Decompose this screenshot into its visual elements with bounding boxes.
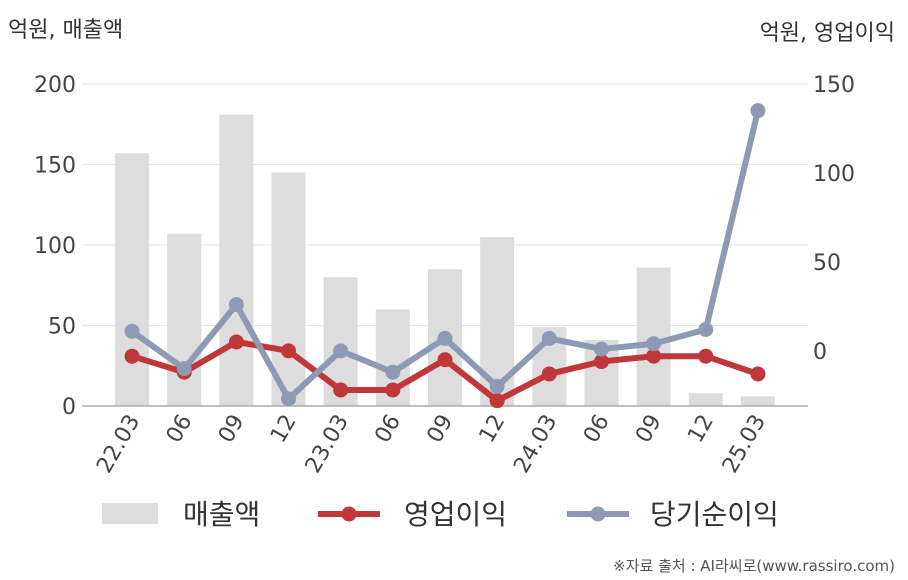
series-point: [437, 330, 453, 346]
right-tick-label: 0: [813, 340, 827, 365]
x-tick-label: 09: [214, 411, 250, 448]
x-tick-label: 06: [162, 411, 198, 448]
series-point: [646, 336, 662, 352]
series-point: [176, 361, 192, 377]
series-point: [593, 354, 609, 370]
source-note: ※자료 출처 : AI라씨로(www.rassiro.com): [613, 557, 895, 575]
series-point: [385, 364, 401, 380]
x-tick-label: 09: [631, 411, 667, 448]
series-point: [593, 341, 609, 357]
series-point: [228, 297, 244, 313]
legend: 매출액 영업이익 당기순이익: [102, 498, 779, 531]
legend-swatch-marker: [590, 506, 606, 522]
series-point: [489, 378, 505, 394]
x-tick-label: 22.03: [92, 411, 145, 478]
series-point: [333, 382, 349, 398]
series-point: [750, 103, 766, 119]
x-axis-ticks: 22.03 06 09 12 23.03 06 09 12 24.03 06 09 12 25.03: [92, 410, 771, 477]
x-tick-label: 06: [370, 411, 406, 448]
x-tick-label: 12: [266, 411, 302, 448]
left-tick-label: 200: [34, 73, 76, 98]
legend-swatch-marker: [341, 506, 357, 522]
left-tick-label: 50: [48, 315, 76, 340]
left-axis-ticks: 0 50 100 150 200: [34, 73, 76, 420]
x-tick-label: 12: [683, 411, 719, 448]
x-tick-label: 24.03: [509, 411, 562, 478]
left-tick-label: 100: [34, 234, 76, 259]
revenue-bar: [115, 153, 150, 406]
series-point: [437, 352, 453, 368]
x-tick-label: 09: [423, 411, 459, 448]
revenue-bar: [219, 114, 254, 406]
profit-lines: [124, 103, 766, 409]
series-point: [281, 343, 297, 359]
x-tick-label: 23.03: [301, 411, 354, 478]
right-tick-label: 150: [813, 73, 855, 98]
right-axis-ticks: 0 50 100 150: [813, 73, 855, 365]
legend-label: 당기순이익: [650, 498, 779, 531]
revenue-bar: [688, 393, 723, 406]
series-point: [281, 391, 297, 407]
series-point: [698, 322, 714, 338]
left-tick-label: 0: [62, 395, 76, 420]
series-point: [750, 366, 766, 382]
x-tick-label: 25.03: [718, 411, 771, 478]
right-tick-label: 100: [813, 162, 855, 187]
left-tick-label: 150: [34, 154, 76, 179]
revenue-bar: [740, 396, 775, 406]
series-point: [698, 348, 714, 364]
legend-swatch-bar: [102, 503, 158, 524]
revenue-bar: [167, 233, 202, 406]
right-tick-label: 50: [813, 251, 841, 276]
right-axis-unit: 억원, 영업이익: [760, 21, 895, 46]
series-point: [646, 348, 662, 364]
series-point: [489, 393, 505, 409]
series-point: [541, 330, 557, 346]
revenue-bars: [115, 114, 775, 406]
series-point: [385, 382, 401, 398]
x-tick-label: 12: [475, 410, 511, 447]
series-point: [124, 348, 140, 364]
left-axis-unit: 억원, 매출액: [8, 18, 123, 43]
revenue-bar: [271, 172, 306, 406]
series-point: [228, 334, 244, 350]
series-point: [333, 343, 349, 359]
series-point: [541, 366, 557, 382]
series-point: [124, 323, 140, 339]
legend-label: 매출액: [183, 498, 260, 531]
x-tick-label: 06: [579, 411, 615, 448]
legend-label: 영업이익: [404, 498, 507, 531]
